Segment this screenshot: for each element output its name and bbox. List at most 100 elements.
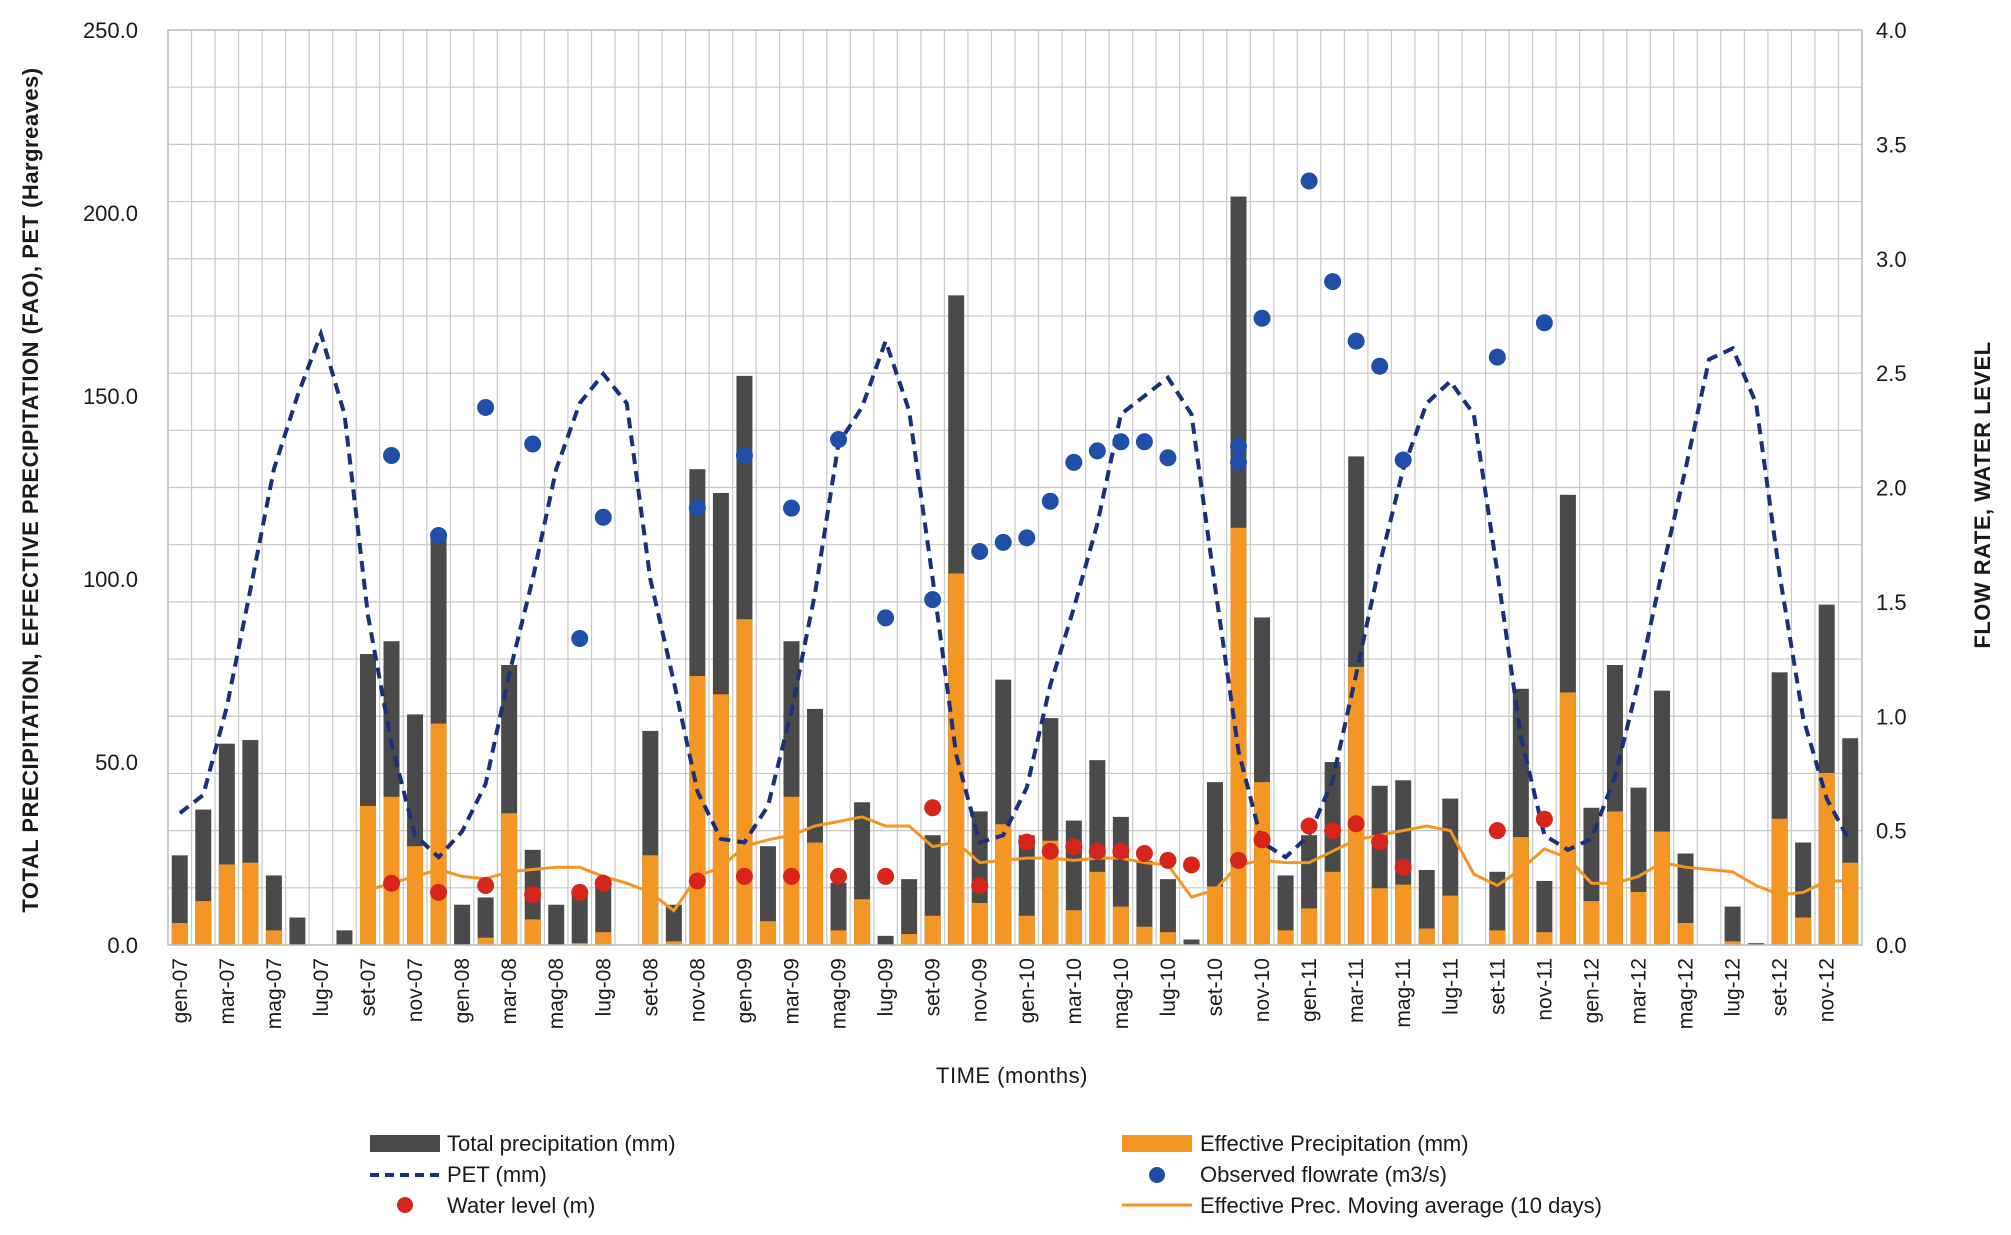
- effective-precipitation-bar: [1136, 926, 1153, 945]
- water-level-point: [1112, 842, 1130, 860]
- x-tick-label: nov-11: [1533, 958, 1556, 1021]
- observed-flowrate-point: [1159, 449, 1177, 467]
- x-tick-label: mar-11: [1345, 958, 1368, 1023]
- observed-flowrate-point: [1088, 442, 1106, 460]
- legend-label-observed-flowrate: Observed flowrate (m3/s): [1200, 1162, 1447, 1187]
- effective-precipitation-bar: [524, 919, 541, 945]
- water-level-point: [1324, 822, 1342, 840]
- y2-tick-label: 0.5: [1876, 819, 1907, 844]
- total-precipitation-bar: [1536, 880, 1553, 945]
- observed-flowrate-point: [1112, 433, 1130, 451]
- effective-precipitation-bar: [1842, 862, 1859, 945]
- axes: 0.0 50.0 100.0 150.0 200.0 250.0 0.0 0.5 1.0 1.5 2…: [83, 18, 1907, 1029]
- total-precipitation-bar: [1418, 869, 1435, 945]
- moving-average-line: [367, 815, 1851, 913]
- x-tick-label: lug-11: [1439, 958, 1462, 1015]
- total-precipitation-bar: [289, 917, 306, 945]
- effective-precipitation-bar: [712, 694, 729, 945]
- observed-flowrate-point: [477, 398, 495, 416]
- effective-precipitation-bar: [1042, 840, 1059, 945]
- x-tick-label: gen-07: [169, 958, 192, 1023]
- effective-precipitation-bar: [1489, 930, 1506, 945]
- y2-tick-label: 4.0: [1876, 18, 1907, 43]
- water-level-point: [1065, 838, 1083, 856]
- x-tick-label: nov-09: [969, 958, 992, 1022]
- total-precipitation-bar: [336, 930, 353, 945]
- observed-flowrate-point: [1488, 348, 1506, 366]
- x-tick-label: set-12: [1769, 958, 1792, 1016]
- y-tick-label: 250.0: [83, 18, 138, 43]
- effective-precipitation-bar: [1112, 906, 1129, 945]
- effective-precipitation-bar: [854, 899, 871, 945]
- effective-precipitation-bar: [1583, 901, 1600, 945]
- effective-precipitation-bar: [642, 855, 659, 945]
- observed-flowrate-point: [1135, 433, 1153, 451]
- x-tick-label: lug-08: [592, 958, 615, 1016]
- x-tick-label: gen-10: [1016, 958, 1039, 1023]
- y-axis-title: TOTAL PRECIPITATION, EFFECTIVE PRECIPITA…: [18, 67, 43, 912]
- x-tick-label: gen-08: [451, 958, 474, 1023]
- effective-precipitation-bar: [501, 813, 518, 945]
- effective-precipitation-bar: [736, 619, 753, 945]
- total-precipitation-bar: [477, 897, 494, 945]
- water-level-point: [430, 883, 448, 901]
- effective-precipitation-bar: [1254, 782, 1271, 945]
- effective-precipitation-bar: [1371, 888, 1388, 945]
- effective-precipitation-bar: [1230, 527, 1247, 945]
- effective-precipitation-bar: [1630, 891, 1647, 945]
- total-precipitation-bar: [1677, 853, 1694, 945]
- y-tick-label: 50.0: [95, 750, 138, 775]
- water-level-point: [1041, 842, 1059, 860]
- y2-axis-title: FLOW RATE, WATER LEVEL: [1970, 341, 1995, 648]
- water-level-point: [1135, 845, 1153, 862]
- water-level-point: [594, 874, 612, 892]
- y-tick-label: 200.0: [83, 201, 138, 226]
- water-level-point: [571, 883, 589, 901]
- effective-precipitation-bar: [477, 937, 494, 945]
- total-precipitation-bar: [548, 904, 565, 945]
- effective-precipitation-bar: [1654, 831, 1671, 945]
- x-tick-label: gen-12: [1580, 958, 1603, 1023]
- effective-precipitation-bar: [1795, 917, 1812, 945]
- observed-flowrate-point: [1253, 309, 1271, 327]
- effective-precipitation-bars: [171, 527, 1859, 945]
- observed-flowrate-point: [430, 527, 448, 545]
- water-level-point: [782, 867, 800, 885]
- observed-flowrate-point: [1230, 437, 1248, 455]
- legend-swatch-effective-precipitation: [1122, 1135, 1192, 1152]
- effective-precipitation-bar: [265, 930, 282, 945]
- total-precipitation-bar: [759, 846, 776, 945]
- observed-flowrate-point: [1041, 492, 1059, 510]
- effective-precipitation-bar: [971, 902, 988, 945]
- total-precipitation-bar: [454, 904, 471, 945]
- water-level-point: [1182, 856, 1200, 874]
- total-precipitation-bar: [830, 882, 847, 945]
- effective-precipitation-bar: [1277, 930, 1294, 945]
- effective-precipitation-bar: [1206, 886, 1223, 945]
- plot-frame: [167, 29, 1863, 946]
- y2-tick-label: 1.5: [1876, 590, 1907, 615]
- x-tick-label: lug-07: [310, 958, 333, 1016]
- total-precipitation-bar: [1159, 879, 1176, 945]
- total-precipitation-bar: [1489, 871, 1506, 945]
- effective-precipitation-bar: [901, 934, 918, 945]
- effective-precipitation-bar: [759, 921, 776, 945]
- effective-precipitation-bar: [1559, 692, 1576, 945]
- water-level-point: [1159, 851, 1177, 869]
- pet-line: [178, 327, 1852, 861]
- x-tick-label: mag-12: [1675, 958, 1698, 1029]
- x-tick-label: set-10: [1204, 958, 1227, 1016]
- total-precipitation-bar: [877, 935, 894, 945]
- x-tick-label: set-11: [1486, 958, 1509, 1015]
- effective-precipitation-bar: [359, 805, 376, 945]
- total-precipitation-bar: [1277, 875, 1294, 945]
- legend-label-total-precipitation: Total precipitation (mm): [447, 1131, 676, 1156]
- effective-precipitation-bar: [1606, 811, 1623, 945]
- observed-flowrate-point: [782, 499, 800, 517]
- water-level-point: [1394, 858, 1412, 876]
- legend-swatch-water-level: [397, 1197, 413, 1213]
- total-precipitation-bar: [665, 904, 682, 945]
- effective-precipitation-bar: [1512, 837, 1529, 945]
- effective-precipitation-bar: [995, 824, 1012, 945]
